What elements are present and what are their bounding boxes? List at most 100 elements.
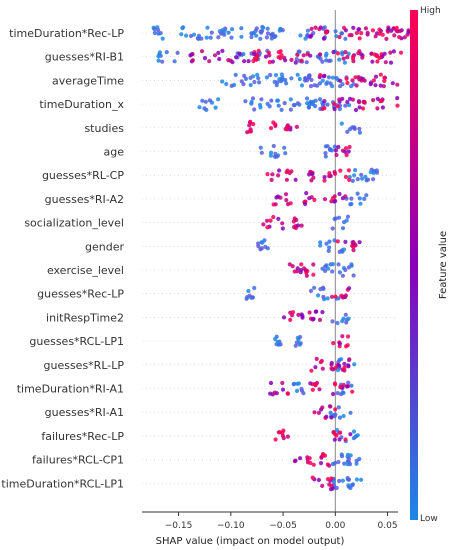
- shap-point: [330, 196, 336, 201]
- shap-point: [335, 391, 340, 396]
- shap-point: [313, 365, 318, 370]
- shap-point: [336, 262, 341, 267]
- shap-point: [307, 310, 312, 315]
- shap-point: [299, 262, 304, 267]
- shap-point: [345, 334, 351, 339]
- shap-point: [314, 356, 319, 361]
- shap-point: [318, 240, 323, 245]
- shap-point: [311, 272, 316, 277]
- shap-point: [382, 51, 387, 56]
- shap-point: [349, 33, 354, 38]
- feature-label: socialization_level: [24, 217, 124, 230]
- shap-point: [312, 410, 317, 415]
- shap-point: [158, 30, 163, 36]
- shap-point: [209, 30, 214, 35]
- shap-point: [271, 143, 276, 149]
- shap-point: [204, 107, 209, 112]
- shap-point: [374, 168, 379, 173]
- shap-point: [386, 27, 391, 32]
- shap-point: [342, 220, 347, 225]
- shap-point: [296, 223, 301, 228]
- shap-point: [330, 319, 335, 324]
- shap-point: [251, 122, 256, 127]
- shap-point: [343, 103, 348, 108]
- shap-point: [336, 215, 342, 220]
- shap-point: [288, 107, 293, 112]
- shap-point: [251, 30, 256, 36]
- shap-point: [259, 97, 264, 102]
- shap-point: [301, 391, 306, 396]
- shap-point: [272, 390, 277, 395]
- shap-point: [397, 35, 402, 40]
- shap-point: [265, 225, 270, 230]
- shap-point: [263, 244, 268, 249]
- shap-point: [268, 380, 274, 386]
- shap-point: [237, 51, 242, 56]
- shap-point: [311, 462, 316, 467]
- shap-point: [353, 75, 358, 80]
- shap-point: [341, 390, 346, 395]
- shap-point: [343, 174, 348, 179]
- shap-point: [348, 202, 353, 207]
- shap-point: [309, 26, 314, 31]
- shap-point: [318, 243, 323, 248]
- shap-point: [259, 150, 264, 155]
- shap-point: [342, 461, 347, 466]
- shap-point: [357, 36, 362, 41]
- shap-point: [344, 320, 349, 325]
- shap-point: [333, 198, 338, 204]
- shap-point: [337, 57, 342, 62]
- shap-point: [326, 266, 331, 271]
- feature-label: guesses*RL-LP: [44, 359, 125, 372]
- shap-point: [331, 341, 336, 346]
- shap-point: [347, 144, 352, 150]
- shap-point: [307, 456, 312, 461]
- shap-point: [160, 36, 165, 41]
- shap-point: [293, 343, 298, 348]
- shap-point: [326, 75, 331, 80]
- shap-point: [264, 35, 269, 40]
- shap-point: [345, 80, 350, 86]
- shap-point: [339, 121, 344, 126]
- shap-point: [261, 25, 266, 30]
- shap-point: [351, 429, 357, 434]
- shap-point: [261, 222, 266, 227]
- shap-point: [347, 177, 352, 182]
- shap-point: [320, 483, 325, 488]
- shap-point: [357, 100, 362, 105]
- shap-point: [309, 33, 314, 38]
- x-tick-label: 0.00: [325, 521, 345, 531]
- shap-point: [339, 452, 344, 457]
- shap-point: [330, 486, 335, 491]
- shap-point: [349, 262, 354, 267]
- shap-point: [354, 477, 359, 482]
- shap-point: [284, 177, 289, 182]
- shap-point: [318, 52, 323, 57]
- shap-point: [340, 478, 345, 483]
- shap-point: [333, 148, 339, 153]
- shap-point: [391, 49, 396, 54]
- shap-point: [352, 126, 357, 131]
- shap-point: [239, 34, 244, 39]
- shap-point: [318, 360, 323, 365]
- shap-point: [372, 52, 377, 57]
- shap-point: [216, 35, 221, 40]
- shap-point: [394, 25, 399, 30]
- shap-point: [370, 28, 375, 33]
- feature-label: age: [104, 146, 125, 159]
- shap-point: [332, 169, 337, 175]
- shap-point: [344, 384, 349, 389]
- shap-point: [156, 54, 161, 59]
- shap-point: [353, 107, 359, 113]
- shap-point: [340, 273, 345, 278]
- shap-point: [200, 98, 205, 103]
- shap-point: [299, 83, 305, 88]
- shap-point: [395, 96, 400, 101]
- shap-point: [280, 221, 285, 226]
- shap-point: [346, 168, 351, 173]
- shap-point: [384, 36, 389, 42]
- shap-point: [309, 195, 314, 200]
- shap-point: [294, 57, 299, 62]
- shap-point: [285, 202, 291, 207]
- shap-point: [330, 75, 335, 80]
